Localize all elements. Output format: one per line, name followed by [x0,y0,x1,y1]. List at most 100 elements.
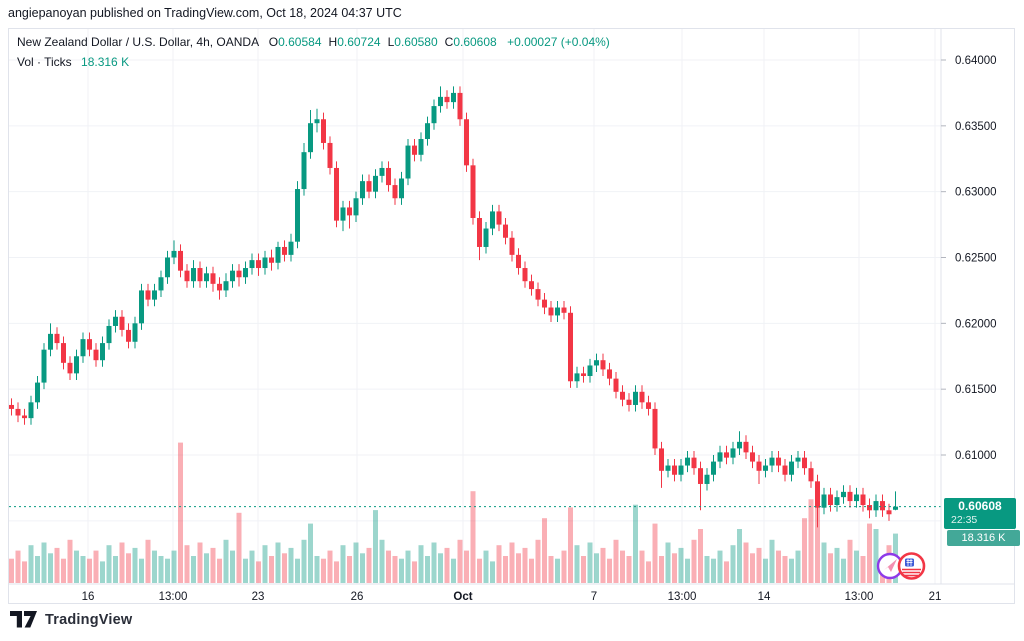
volume-bar [821,542,827,583]
candle-body [80,339,86,357]
candle-body [685,457,690,466]
candle-body [230,270,235,282]
volume-bar [282,553,287,583]
volume-bar [438,553,443,583]
candle-body [880,501,885,511]
tradingview-brand-text[interactable]: TradingView [45,611,133,628]
volume-bar [477,558,482,583]
symbol-title: New Zealand Dollar / U.S. Dollar, 4h, OA… [17,35,259,49]
candle-body [275,246,281,263]
candle-body [457,92,463,120]
candle-body [789,461,794,475]
volume-bar [321,558,326,583]
volume-bar [529,558,534,583]
price-axis-label: 0.63000 [955,187,997,199]
volume-bar [633,504,638,583]
candle-body [184,270,190,282]
volume-bar [301,539,307,583]
volume-bar [782,556,788,583]
volume-bar [223,539,229,583]
volume-bar [587,542,593,583]
volume-bar [152,550,157,583]
candle-body [496,211,502,225]
volume-bar [802,518,807,583]
volume-bar [503,556,508,583]
volume-bar [444,547,450,583]
candle-body [243,268,248,278]
ohlc-value: 0.60608 [453,35,497,49]
candle-body [821,494,827,508]
volume-bar [243,558,248,583]
candle-body [295,189,300,242]
volume-bar [379,539,385,583]
volume-bar [15,550,21,583]
volume-bar [249,550,255,583]
volume-bar [470,491,476,583]
candle-body [483,228,489,247]
ohlc-value: 0.60580 [394,35,438,49]
time-axis-label: 23 [252,591,265,603]
volume-bar [691,539,697,583]
volume-bar [847,539,853,583]
candle-body [132,323,138,342]
candle-body [399,178,404,199]
candle-body [321,119,326,143]
volume-bar [867,523,872,583]
candle-body [256,260,261,269]
candle-body [542,299,547,308]
volume-bar [28,545,34,583]
candle-body [490,211,495,229]
candle-body [126,329,131,342]
candle-body [743,441,749,453]
candle-body [217,283,222,291]
volume-badge: 18.316 K [947,530,1020,546]
candle-body [555,307,560,316]
volume-bar [496,545,502,583]
candlestick-chart[interactable]: 0.64000 0.63500 0.63000 0.62500 0.62000 0.615… [8,28,1015,604]
volume-bar [542,518,547,583]
time-axis-label: 16 [82,591,95,603]
candle-body [204,273,209,282]
tradingview-logo-icon[interactable] [10,611,37,628]
time-axis-label: 13:00 [668,591,697,603]
candle-body [581,373,586,377]
volume-bar [145,539,151,583]
volume-bar [262,545,268,583]
volume-bar [737,529,742,583]
candle-body [178,250,183,271]
candle-body [711,461,716,475]
candle-body [516,254,521,269]
candle-body [61,343,66,363]
volume-bar [535,539,541,583]
ohlc-letter: O [268,35,279,49]
volume-bar [672,553,677,583]
candle-body [28,402,34,419]
candle-body [724,452,729,458]
published-stamp-icon [876,552,926,580]
volume-bar [431,542,437,583]
candle-body [795,457,801,462]
volume-bar [555,558,560,583]
candle-body [100,343,105,361]
volume-label: Vol · Ticks [17,55,72,69]
candle-body [210,273,216,284]
candle-body [15,408,21,416]
last-price-value: 0.60608 [958,499,1002,513]
candle-body [145,290,151,300]
price-axis-label: 0.62000 [955,318,997,330]
candle-body [93,349,99,361]
volume-bar [704,556,710,583]
candle-body [828,494,833,506]
candle-body [236,270,242,278]
candle-body [314,119,320,124]
volume-bar [204,553,209,583]
candle-body [867,505,872,511]
volume-bar [659,556,664,583]
candle-body [587,365,593,377]
candle-body [191,268,196,282]
volume-bar [373,510,378,583]
volume-bar [139,558,144,583]
candle-body [678,465,684,475]
candle-body [386,167,391,186]
candle-body [756,461,762,471]
